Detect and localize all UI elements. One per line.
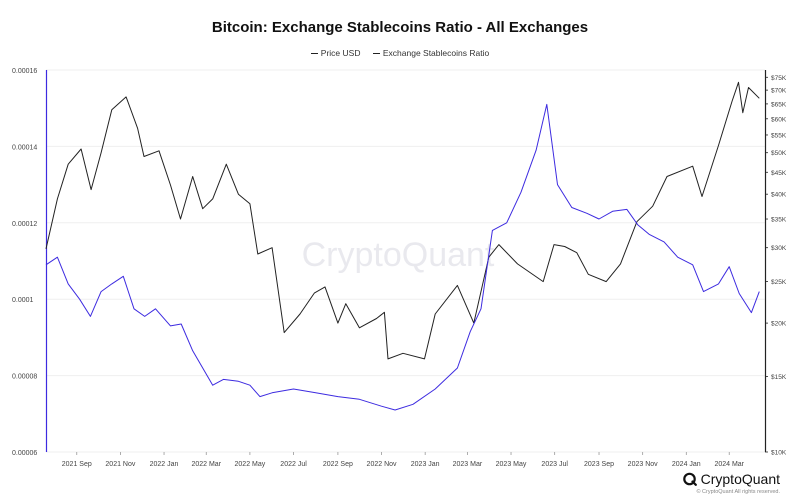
- left-y-tick-label-1: 0.00008: [12, 374, 37, 381]
- chart-title: Bitcoin: Exchange Stablecoins Ratio - Al…: [211, 19, 589, 36]
- legend-label-ratio: Exchange Stablecoins Ratio: [382, 48, 490, 58]
- brand-name: CryptoQuant: [700, 471, 780, 487]
- left-y-tick-label-2: 0.0001: [12, 297, 34, 304]
- watermark-text: CryptoQuant: [302, 236, 495, 274]
- x-tick-label-9: 2023 Mar: [453, 461, 483, 468]
- series-lines: [45, 81, 760, 411]
- right-y-tick-label-8: $50K: [771, 150, 787, 157]
- x-tick-label-3: 2022 Mar: [191, 461, 221, 468]
- x-tick-label-15: 2024 Mar: [714, 461, 744, 468]
- legend-item-price[interactable]: Price USD: [310, 48, 361, 58]
- legend-item-ratio[interactable]: Exchange Stablecoins Ratio: [372, 48, 490, 58]
- right-y-tick-label-11: $65K: [771, 101, 787, 108]
- x-tick-label-14: 2024 Jan: [672, 461, 701, 468]
- left-y-tick-label-4: 0.00014: [12, 144, 37, 151]
- right-y-tick-label-3: $25K: [771, 279, 787, 286]
- cryptoquant-logo-icon: [682, 472, 697, 486]
- left-y-tick-label-5: 0.00016: [12, 68, 37, 75]
- x-tick-label-13: 2023 Nov: [628, 461, 658, 468]
- right-y-tick-label-10: $60K: [771, 116, 787, 123]
- x-tick-label-11: 2023 Jul: [541, 461, 568, 468]
- left-y-axis-ticks: 0.00006 0.00008 0.0001 0.00012 0.00014 0.0001…: [12, 68, 37, 457]
- x-tick-label-10: 2023 May: [496, 461, 527, 468]
- x-tick-label-0: 2021 Sep: [62, 461, 92, 468]
- x-tick-label-8: 2023 Jan: [411, 461, 440, 468]
- legend-swatch-price: [310, 53, 318, 55]
- brand-logo: CryptoQuant: [682, 471, 780, 487]
- legend-label-price: Price USD: [320, 48, 361, 58]
- x-tick-label-1: 2021 Nov: [105, 461, 135, 468]
- gridlines: [46, 69, 765, 453]
- right-y-tick-label-5: $35K: [771, 217, 787, 224]
- x-tick-label-7: 2022 Nov: [367, 461, 397, 468]
- right-y-tick-label-12: $70K: [771, 88, 787, 95]
- right-y-axis-ticks: $10K $15K $20K $25K $30K $35K $40K $45K $50K $55K…: [765, 75, 787, 457]
- right-y-tick-label-9: $55K: [771, 132, 787, 139]
- copyright-text: © CryptoQuant All rights reserved.: [696, 489, 780, 495]
- left-y-tick-label-3: 0.00012: [12, 221, 37, 228]
- x-tick-label-2: 2022 Jan: [150, 461, 179, 468]
- price-usd-line: [45, 81, 760, 360]
- right-y-tick-label-13: $75K: [771, 75, 787, 82]
- right-y-tick-label-6: $40K: [771, 192, 787, 199]
- x-tick-label-4: 2022 May: [235, 461, 266, 468]
- left-y-tick-label-0: 0.00006: [12, 450, 37, 457]
- axes: [45, 70, 767, 452]
- right-y-tick-label-7: $45K: [771, 170, 787, 177]
- right-y-tick-label-1: $15K: [771, 374, 787, 381]
- x-tick-label-6: 2022 Sep: [323, 461, 353, 468]
- right-y-tick-label-2: $20K: [771, 321, 787, 328]
- exchange-stablecoins-ratio-line: [45, 103, 760, 411]
- right-y-tick-label-0: $10K: [771, 450, 787, 457]
- x-tick-label-5: 2022 Jul: [280, 461, 307, 468]
- right-y-tick-label-4: $30K: [771, 245, 787, 252]
- x-axis-ticks: 2021 Sep 2021 Nov 2022 Jan 2022 Mar 2022 May…: [62, 452, 745, 468]
- legend-swatch-ratio: [372, 53, 380, 55]
- legend: Price USD Exchange Stablecoins Ratio: [0, 48, 800, 58]
- x-tick-label-12: 2023 Sep: [584, 461, 614, 468]
